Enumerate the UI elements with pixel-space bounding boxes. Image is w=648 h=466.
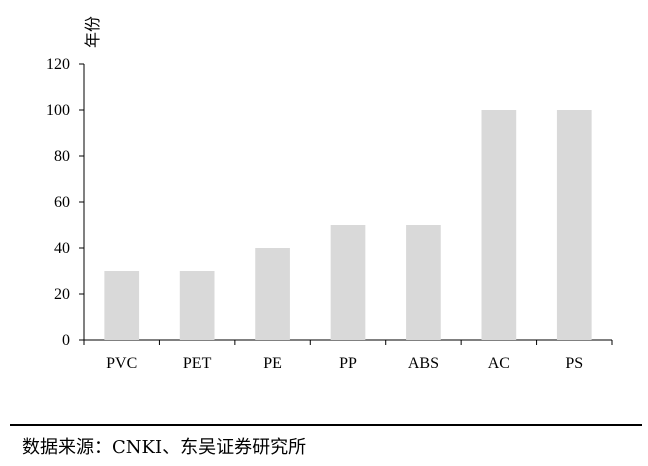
y-tick-label: 80 xyxy=(54,148,70,165)
x-tick-label: PS xyxy=(565,355,583,372)
y-tick-label: 40 xyxy=(54,240,70,257)
y-tick-label: 60 xyxy=(54,194,70,211)
bar-chart: 年份 0 20 40 60 80 100 120 PVC PET PE PP ABS AC PS xyxy=(46,16,613,372)
x-tick-label: PET xyxy=(183,355,212,372)
bar-ac xyxy=(481,110,517,340)
x-tick-label: PP xyxy=(339,355,357,372)
bar-ps xyxy=(556,110,592,340)
source-note: 数据来源：CNKI、东吴证券研究所 xyxy=(22,433,306,459)
bar-abs xyxy=(406,225,441,340)
source-divider xyxy=(10,424,642,426)
x-tick-label: PE xyxy=(263,355,282,372)
bars xyxy=(104,110,592,340)
source-text: CNKI、东吴证券研究所 xyxy=(112,437,307,458)
source-label: 数据来源： xyxy=(22,437,112,458)
x-axis xyxy=(83,339,613,345)
bar-pp xyxy=(330,225,366,340)
x-tick-label: ABS xyxy=(408,355,439,372)
x-tick-label: PVC xyxy=(106,355,137,372)
y-tick-label: 20 xyxy=(54,286,70,303)
y-axis-label: 年份 xyxy=(83,16,102,48)
bar-pet xyxy=(179,271,215,340)
bar-pe xyxy=(255,248,290,340)
y-axis: 0 20 40 60 80 100 120 xyxy=(46,56,85,349)
y-tick-label: 0 xyxy=(62,332,70,349)
y-tick-label: 100 xyxy=(46,102,70,119)
y-tick-label: 120 xyxy=(46,56,70,73)
bar-pvc xyxy=(104,271,140,340)
x-tick-label: AC xyxy=(488,355,510,372)
x-tick-labels: PVC PET PE PP ABS AC PS xyxy=(106,355,583,372)
